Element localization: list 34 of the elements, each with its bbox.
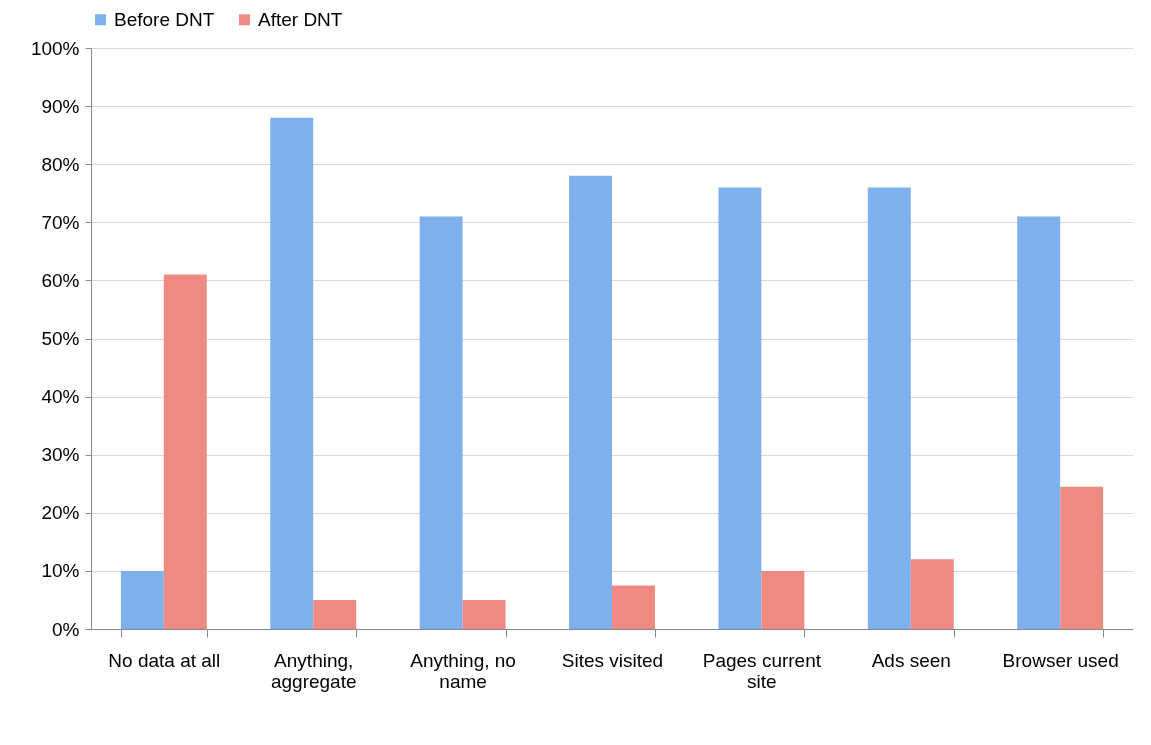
y-tick-label: 50%: [41, 328, 80, 349]
x-tick-label: Anything, no name: [410, 649, 516, 692]
y-tick-label: 0%: [52, 618, 80, 640]
x-tick-label: Browser used: [1002, 649, 1119, 671]
bar: [1060, 486, 1104, 629]
y-tick-label: 10%: [41, 560, 80, 582]
y-tick-label: 20%: [41, 502, 80, 524]
y-tick-label: 90%: [41, 95, 80, 117]
y-tick-label: 80%: [41, 153, 80, 175]
legend-label: Before DNT: [114, 8, 215, 30]
bar: [569, 175, 612, 629]
bar: [612, 585, 655, 629]
bar: [419, 216, 463, 629]
bar: [462, 599, 506, 629]
bar: [718, 187, 762, 629]
y-tick-label: 60%: [41, 269, 80, 291]
y-tick-label: 70%: [41, 211, 80, 233]
x-tick-label: Pages current site: [702, 649, 822, 692]
x-tick-label: Anything, aggregate: [270, 649, 357, 692]
bar: [270, 117, 314, 629]
bar: [867, 187, 911, 629]
y-tick-label: 30%: [41, 444, 80, 466]
bar: [910, 559, 954, 629]
y-tick-label: 40%: [41, 386, 80, 408]
legend-label: After DNT: [258, 8, 343, 30]
bar: [163, 274, 207, 629]
bar: [1017, 216, 1061, 629]
x-tick-label: Ads seen: [871, 649, 951, 671]
x-tick-label: Sites visited: [561, 649, 664, 671]
y-tick-label: 100%: [30, 37, 80, 59]
x-tick-label: No data at all: [108, 649, 221, 671]
bar: [120, 570, 164, 629]
bar: [761, 570, 805, 629]
bar: [313, 599, 357, 629]
